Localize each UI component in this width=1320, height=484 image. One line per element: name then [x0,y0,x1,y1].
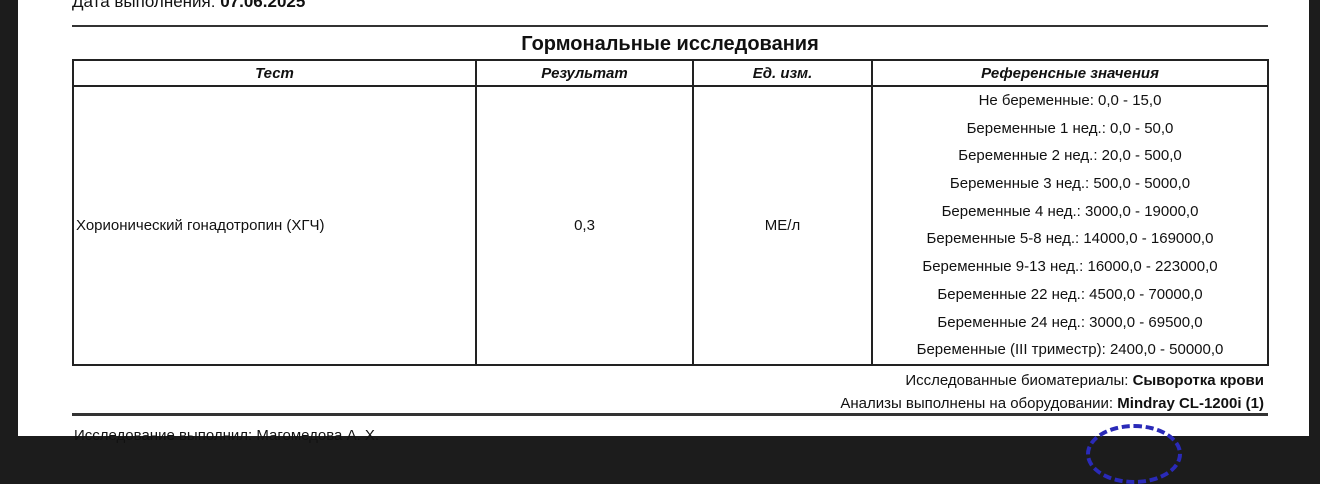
biomaterial-line: Исследованные биоматериалы: Сыворотка кр… [905,372,1264,389]
col-result: Результат [475,59,694,87]
divider [72,413,1268,416]
reference-values: Не беременные: 0,0 - 15,0 Беременные 1 н… [871,85,1269,366]
date-label: Дата выполнения: [72,0,216,11]
reference-item: Беременные 1 нед.: 0,0 - 50,0 [966,119,1174,137]
col-test: Тест [72,59,477,87]
stamp-icon [1086,424,1182,484]
table-row: Хорионический гонадотропин (ХГЧ) 0,3 МЕ/… [72,85,1269,366]
reference-item: Беременные 5-8 нед.: 14000,0 - 169000,0 [926,230,1214,248]
test-name: Хорионический гонадотропин (ХГЧ) [72,85,477,366]
reference-item: Беременные 4 нед.: 3000,0 - 19000,0 [941,202,1199,220]
biomaterial-label: Исследованные биоматериалы: [905,372,1129,389]
reference-item: Беременные 22 нед.: 4500,0 - 70000,0 [937,285,1203,303]
reference-item: Беременные (III триместр): 2400,0 - 5000… [916,341,1224,359]
col-reference: Референсные значения [871,59,1269,87]
section-title: Гормональные исследования [521,33,819,55]
reference-item: Беременные 2 нед.: 20,0 - 500,0 [958,147,1182,165]
unit-value: МЕ/л [692,85,873,366]
reference-item: Беременные 3 нед.: 500,0 - 5000,0 [949,175,1191,193]
result-value: 0,3 [475,85,694,366]
reference-item: Беременные 9-13 нед.: 16000,0 - 223000,0 [922,258,1218,276]
results-table: Тест Результат Ед. изм. Референсные знач… [72,59,1269,366]
divider [72,25,1268,27]
biomaterial-value: Сыворотка крови [1132,372,1264,389]
equipment-line: Анализы выполнены на оборудовании: Mindr… [840,395,1264,412]
date-value: 07.06.2025 [220,0,306,11]
reference-item: Не беременные: 0,0 - 15,0 [978,92,1162,109]
execution-date: Дата выполнения: 07.06.2025 [72,0,305,12]
equipment-value: Mindray CL-1200i (1) [1117,395,1264,412]
document-page: Дата выполнения: 07.06.2025 Гормональные… [18,0,1309,484]
col-unit: Ед. изм. [692,59,873,87]
equipment-label: Анализы выполнены на оборудовании: [840,395,1114,412]
reference-item: Беременные 24 нед.: 3000,0 - 69500,0 [937,313,1203,331]
table-header: Тест Результат Ед. изм. Референсные знач… [72,59,1269,87]
